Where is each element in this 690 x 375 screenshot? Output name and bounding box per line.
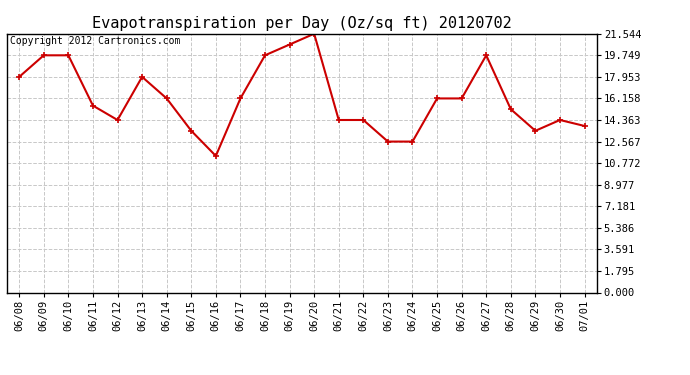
Text: Copyright 2012 Cartronics.com: Copyright 2012 Cartronics.com (10, 36, 180, 46)
Title: Evapotranspiration per Day (Oz/sq ft) 20120702: Evapotranspiration per Day (Oz/sq ft) 20… (92, 16, 512, 31)
